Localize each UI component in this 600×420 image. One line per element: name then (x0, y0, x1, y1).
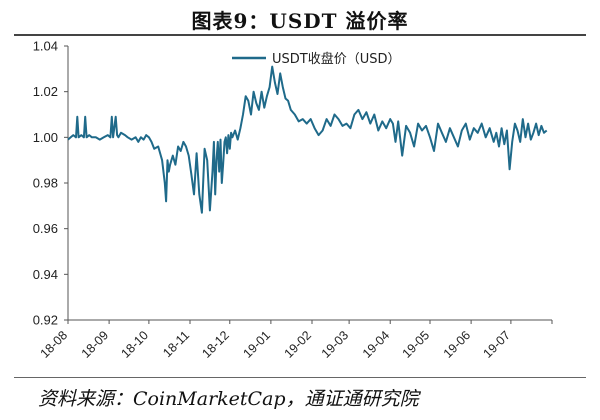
chart-title: 图表9：USDT 溢价率 (191, 9, 409, 33)
y-tick-label: 1.02 (33, 84, 58, 99)
y-tick-label: 0.92 (33, 313, 58, 328)
x-tick-label: 18-10 (118, 328, 151, 361)
x-tick-label: 18-11 (160, 328, 192, 360)
usdt-close-price-line (67, 65, 548, 214)
x-tick-label: 18-08 (38, 328, 71, 361)
x-tick-label: 19-04 (360, 328, 393, 361)
x-tick-label: 19-07 (480, 328, 513, 361)
chart-legend: USDT收盘价（USD） (232, 51, 401, 67)
x-tick-label: 19-06 (441, 328, 474, 361)
y-tick-label: 0.94 (33, 267, 58, 282)
x-tick-label: 18-12 (199, 328, 232, 361)
y-tick-label: 1.04 (33, 39, 58, 54)
source-divider (14, 377, 586, 378)
chart-series-layer (67, 65, 548, 214)
title-divider (14, 34, 586, 36)
y-tick-label: 1.00 (33, 130, 58, 145)
legend-label: USDT收盘价（USD） (272, 51, 401, 67)
x-tick-label: 19-03 (319, 328, 352, 361)
x-tick-label: 19-05 (400, 328, 433, 361)
x-tick-label: 18-09 (79, 328, 112, 361)
y-tick-label: 0.98 (33, 176, 58, 191)
y-tick-label: 0.96 (33, 221, 58, 236)
source-note: 资料来源：CoinMarketCap，通证通研究院 (38, 388, 419, 410)
x-tick-label: 19-02 (282, 328, 315, 361)
x-tick-label: 19-01 (240, 328, 273, 361)
